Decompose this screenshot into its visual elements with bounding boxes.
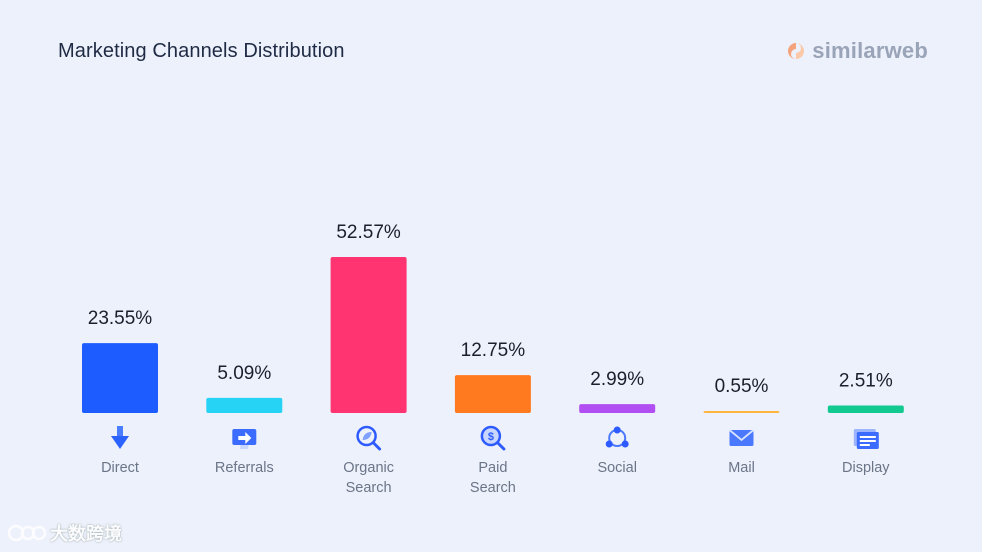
value-label-mail: 0.55%	[715, 376, 769, 397]
social-icon	[605, 426, 629, 448]
direct-arrow-icon	[111, 426, 129, 449]
watermark-text: 大数跨境	[50, 524, 122, 544]
bar-mail	[703, 411, 780, 413]
brand-logo: similarweb	[786, 38, 928, 64]
watermark-logo-icon	[8, 524, 46, 542]
category-label-direct: Direct	[101, 460, 139, 476]
value-label-organic-search: 52.57%	[336, 222, 401, 243]
value-label-display: 2.51%	[839, 371, 893, 392]
category-label-social: Social	[597, 460, 637, 476]
brand-name: similarweb	[812, 38, 928, 63]
bar-paid-search	[454, 375, 531, 413]
category-label-organic-search: Search	[346, 480, 392, 496]
watermark: 大数跨境	[8, 520, 122, 546]
referrals-icon	[232, 429, 257, 449]
value-label-direct: 23.55%	[88, 308, 153, 329]
mail-icon	[728, 429, 755, 446]
category-label-display: Display	[842, 460, 890, 476]
bar-referrals	[206, 397, 283, 413]
category-label-mail: Mail	[728, 460, 755, 476]
value-label-referrals: 5.09%	[217, 363, 271, 384]
bar-direct	[82, 343, 158, 413]
paid-search-icon: $	[480, 425, 506, 451]
bar-social	[579, 404, 656, 413]
similarweb-logo-icon	[788, 43, 805, 59]
category-label-paid-search: Search	[470, 480, 516, 496]
organic-search-icon	[356, 425, 382, 451]
display-icon	[853, 429, 879, 449]
chart-title: Marketing Channels Distribution	[58, 40, 345, 62]
value-label-paid-search: 12.75%	[461, 340, 526, 361]
category-label-organic-search: Organic	[343, 460, 394, 476]
svg-text:$: $	[488, 431, 494, 443]
category-label-paid-search: Paid	[478, 460, 507, 476]
value-label-social: 2.99%	[590, 369, 644, 390]
category-label-referrals: Referrals	[215, 460, 274, 476]
bar-organic-search	[330, 257, 407, 413]
bar-display	[827, 405, 904, 413]
